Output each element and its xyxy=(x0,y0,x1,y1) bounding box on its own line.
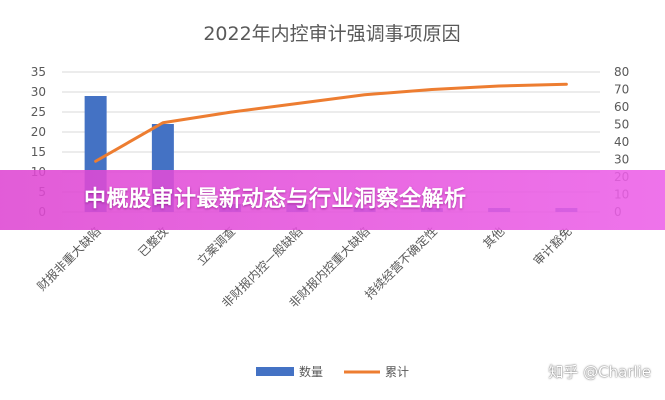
y-right-tick-label: 30 xyxy=(614,153,629,167)
y-left-tick-label: 25 xyxy=(31,105,46,119)
x-axis-labels: 财报非重大缺陷 已整改 立案调查非财报内控一般缺陷非财报内控重大缺陷持续经营不确定性… xyxy=(34,224,575,311)
x-tick-label: 立案调查 xyxy=(194,224,239,269)
chart-title: 2022年内控审计强调事项原因 xyxy=(203,23,460,45)
banner-title: 中概股审计最新动态与行业洞察全解析 xyxy=(84,187,467,212)
watermark: 知乎 @Charlie xyxy=(548,363,651,381)
y-left-tick-label: 20 xyxy=(31,125,46,139)
legend: 数量 累计 xyxy=(256,364,409,379)
y-right-tick-label: 40 xyxy=(614,135,629,149)
x-tick-label: 财报非重大缺陷 xyxy=(34,224,104,294)
y-right-tick-label: 80 xyxy=(614,65,629,79)
y-left-tick-label: 35 xyxy=(31,65,46,79)
legend-label-cumulative: 累计 xyxy=(385,365,409,379)
legend-swatch-count xyxy=(256,367,294,376)
banner-overlay xyxy=(0,170,665,230)
y-left-tick-label: 15 xyxy=(31,145,46,159)
cumulative-line xyxy=(94,82,568,163)
x-tick-label: 持续经营不确定性 xyxy=(361,224,439,302)
legend-label-count: 数量 xyxy=(299,364,323,379)
y-left-tick-label: 30 xyxy=(31,85,46,99)
y-right-tick-label: 50 xyxy=(614,118,629,132)
x-tick-label: 审计豁免 xyxy=(530,224,575,269)
y-right-tick-label: 60 xyxy=(614,100,629,114)
y-right-tick-label: 70 xyxy=(614,83,629,97)
line-series xyxy=(94,82,568,163)
